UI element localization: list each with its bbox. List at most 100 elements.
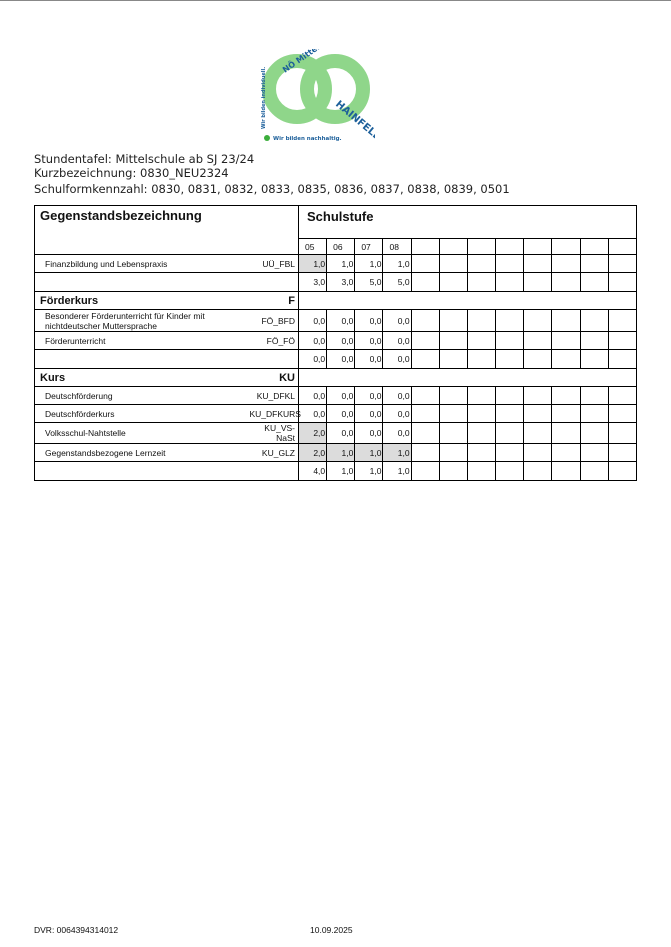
empty-cell [411,461,440,481]
hours-value: 0,0 [382,349,412,369]
subject-code: FÖ_FÖ [249,331,299,350]
empty-cell [608,331,638,350]
section-name: Förderkurs [34,291,250,310]
hours-value: 0,0 [298,331,328,350]
table-row: Förderunterricht FÖ_FÖ 0,0 0,0 0,0 0,0 [34,331,638,350]
section-spacer [298,368,637,387]
hours-value: 0,0 [382,404,412,423]
empty-cell [439,443,468,462]
empty-cell [580,461,609,481]
empty-cell [411,309,440,332]
hours-value: 1,0 [382,443,412,462]
empty-cell [439,404,468,423]
empty-cell [608,254,638,273]
empty-cell [580,422,609,444]
school-logo: NÖ Mittelschule HAINFELD Wir bilden indi… [255,25,383,145]
empty-cell [467,443,497,462]
empty-cell [467,331,497,350]
sum-row: 4,0 1,0 1,0 1,0 [34,461,638,481]
empty-cell [495,386,525,405]
empty-cell [551,272,581,292]
empty-cell [467,272,497,292]
svg-text:Wir bilden individuell.: Wir bilden individuell. [261,67,267,129]
section-row: Förderkurs F [34,291,637,310]
hours-value: 5,0 [382,272,412,292]
hours-value: 0,0 [382,331,412,350]
subject-name: Besonderer Förderunterricht für Kinder m… [34,309,250,332]
hours-value: 0,0 [382,386,412,405]
table-row: Volksschul-Nahtstelle KU_VS-NaSt 2,0 0,0 0,0… [34,422,638,444]
empty-cell [523,272,553,292]
timetable: Gegenstandsbezeichnung Schulstufe 05 06 07… [34,205,638,481]
hours-value: 0,0 [326,331,356,350]
subject-code: KU_DFKURS [249,404,301,423]
empty-cell [523,254,553,273]
empty-cell [580,331,609,350]
subject-name [34,349,250,369]
empty-cell [523,331,553,350]
hours-value: 2,0 [298,443,328,462]
document-title: Stundentafel: Mittelschule ab SJ 23/24 [34,152,255,166]
hours-value: 0,0 [326,422,356,444]
empty-cell [411,272,440,292]
empty-cell [523,404,553,423]
dvr-number: DVR: 0064394314012 [34,925,119,935]
hours-value: 0,0 [354,309,384,332]
empty-cell [495,461,525,481]
hours-value: 0,0 [354,386,384,405]
empty-cell [580,254,609,273]
empty-cell [551,443,581,462]
subject-code: UÜ_FBL [249,254,299,273]
empty-cell [523,443,553,462]
empty-cell [495,331,525,350]
hours-value: 1,0 [326,443,356,462]
grade-header: 05 [298,238,328,255]
table-row: Deutschförderkurs KU_DFKURS 0,0 0,0 0,0 0,0 [34,404,638,423]
empty-cell [580,404,609,423]
hours-value: 0,0 [326,386,356,405]
empty-cell [439,272,468,292]
empty-cell [551,349,581,369]
empty-cell [439,461,468,481]
section-spacer [298,291,637,310]
section-code: KU [249,368,299,387]
subject-name: Förderunterricht [34,331,250,350]
grade-header: 06 [326,238,356,255]
empty-cell [495,404,525,423]
svg-text:Wir bilden nachhaltig.: Wir bilden nachhaltig. [273,136,342,142]
empty-cell [411,443,440,462]
empty-cell [551,331,581,350]
empty-cell [439,331,468,350]
hours-value: 1,0 [382,461,412,481]
empty-cell [439,349,468,369]
empty-grade-header [580,238,609,255]
empty-cell [580,386,609,405]
empty-cell [467,461,497,481]
empty-cell [608,272,638,292]
section-row: Kurs KU [34,368,637,387]
empty-cell [551,461,581,481]
hours-value: 1,0 [326,254,356,273]
hours-value: 0,0 [354,404,384,423]
empty-cell [608,461,638,481]
empty-grade-header [411,238,440,255]
empty-cell [523,461,553,481]
hours-value: 1,0 [298,254,328,273]
hours-value: 3,0 [326,272,356,292]
empty-cell [439,422,468,444]
empty-cell [439,309,468,332]
hours-value: 1,0 [354,461,384,481]
hours-value: 0,0 [382,309,412,332]
empty-cell [411,254,440,273]
grade-header: 08 [382,238,412,255]
empty-grade-header [551,238,581,255]
empty-cell [523,386,553,405]
empty-grade-header [608,238,638,255]
subject-name [34,461,250,481]
empty-cell [467,404,497,423]
subject-code: KU_DFKL [249,386,299,405]
grade-header: 07 [354,238,384,255]
grade-column-header: Schulstufe [298,205,637,239]
subject-name: Volksschul-Nahtstelle [34,422,250,444]
empty-cell [495,422,525,444]
